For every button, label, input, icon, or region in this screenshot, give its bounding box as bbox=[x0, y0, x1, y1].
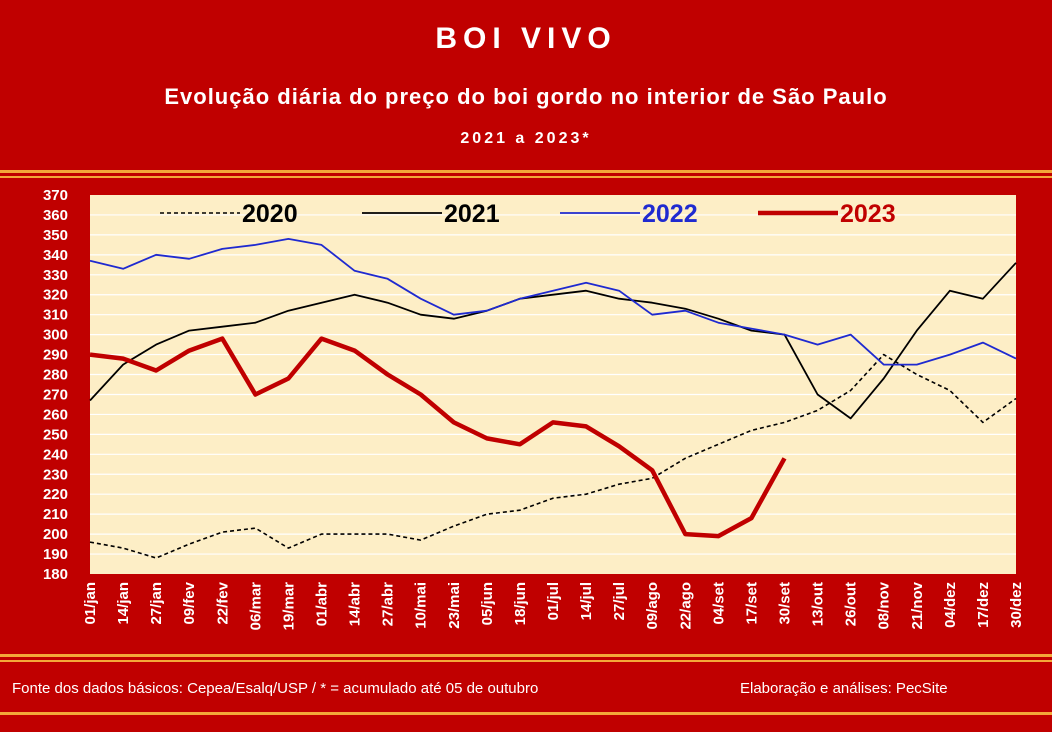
series-line-2023 bbox=[89, 336, 787, 539]
x-tick-label: 21/nov bbox=[909, 581, 926, 629]
footer-source: Fonte dos dados básicos: Cepea/Esalq/USP… bbox=[12, 680, 539, 697]
y-tick-label: 240 bbox=[43, 446, 68, 463]
x-tick-label: 05/jun bbox=[479, 582, 496, 625]
y-tick-label: 280 bbox=[43, 367, 68, 384]
x-tick-label: 27/jul bbox=[611, 582, 628, 620]
x-tick-label: 01/abr bbox=[314, 582, 331, 626]
y-tick-label: 250 bbox=[43, 426, 68, 443]
x-tick-label: 14/jul bbox=[578, 582, 595, 620]
footer-band bbox=[0, 712, 1052, 715]
x-tick-label: 19/mar bbox=[280, 582, 297, 631]
chart-title: BOI VIVO bbox=[435, 22, 617, 55]
y-tick-label: 260 bbox=[43, 406, 68, 423]
x-tick-label: 30/set bbox=[777, 582, 794, 625]
top-band-inner bbox=[0, 176, 1052, 178]
y-tick-label: 320 bbox=[43, 287, 68, 304]
x-tick-label: 01/jul bbox=[545, 582, 562, 620]
x-tick-label: 27/abr bbox=[380, 582, 397, 626]
chart-subtitle: Evolução diária do preço do boi gordo no… bbox=[164, 84, 888, 109]
x-tick-label: 04/dez bbox=[942, 582, 959, 628]
x-tick-label: 30/dez bbox=[1008, 582, 1025, 628]
x-tick-label: 27/jan bbox=[148, 582, 165, 625]
top-band-outer bbox=[0, 170, 1052, 173]
y-tick-label: 190 bbox=[43, 546, 68, 563]
x-tick-label: 04/set bbox=[710, 582, 727, 625]
plot-background bbox=[90, 195, 1016, 574]
x-tick-label: 17/dez bbox=[975, 582, 992, 628]
footer-author: Elaboração e análises: PecSite bbox=[740, 680, 948, 697]
chart-svg: 180 190 200 210 220 230 240 250 260 270 280 290 300 3… bbox=[43, 187, 1025, 631]
x-tick-label: 18/jun bbox=[512, 582, 529, 625]
y-tick-label: 330 bbox=[43, 267, 68, 284]
legend-label-2023: 2023 bbox=[840, 200, 896, 228]
x-tick-label: 13/out bbox=[810, 582, 827, 626]
y-tick-label: 220 bbox=[43, 486, 68, 503]
x-tick-label: 10/mai bbox=[413, 582, 430, 629]
x-tick-label: 14/jan bbox=[115, 582, 132, 625]
x-tick-label: 08/nov bbox=[876, 581, 893, 629]
chart-period: 2021 a 2023* bbox=[460, 130, 592, 147]
y-tick-label: 360 bbox=[43, 207, 68, 224]
x-tick-label: 22/ago bbox=[677, 582, 694, 630]
legend-label-2021: 2021 bbox=[444, 200, 500, 228]
x-tick-label: 17/set bbox=[743, 582, 760, 625]
x-tick-label: 06/mar bbox=[247, 582, 264, 631]
x-tick-label: 09/fev bbox=[181, 581, 198, 624]
y-tick-label: 180 bbox=[43, 566, 68, 583]
y-tick-label: 290 bbox=[43, 347, 68, 364]
x-tick-label: 22/fev bbox=[214, 581, 231, 624]
x-tick-label: 09/ago bbox=[644, 582, 661, 630]
y-tick-label: 210 bbox=[43, 506, 68, 523]
y-tick-label: 370 bbox=[43, 187, 68, 204]
legend-label-2022: 2022 bbox=[642, 200, 698, 228]
legend-label-2020: 2020 bbox=[242, 200, 298, 228]
y-tick-label: 350 bbox=[43, 227, 68, 244]
bottom-band-inner bbox=[0, 660, 1052, 662]
y-tick-label: 340 bbox=[43, 247, 68, 264]
y-tick-label: 300 bbox=[43, 327, 68, 344]
bottom-band-outer bbox=[0, 654, 1052, 657]
y-tick-label: 230 bbox=[43, 466, 68, 483]
x-tick-label: 14/abr bbox=[347, 582, 364, 626]
y-tick-label: 310 bbox=[43, 307, 68, 324]
x-tick-label: 26/out bbox=[843, 582, 860, 626]
y-tick-label: 270 bbox=[43, 386, 68, 403]
x-tick-label: 01/jan bbox=[82, 582, 99, 625]
x-tick-label: 23/mai bbox=[446, 582, 463, 629]
y-tick-label: 200 bbox=[43, 526, 68, 543]
